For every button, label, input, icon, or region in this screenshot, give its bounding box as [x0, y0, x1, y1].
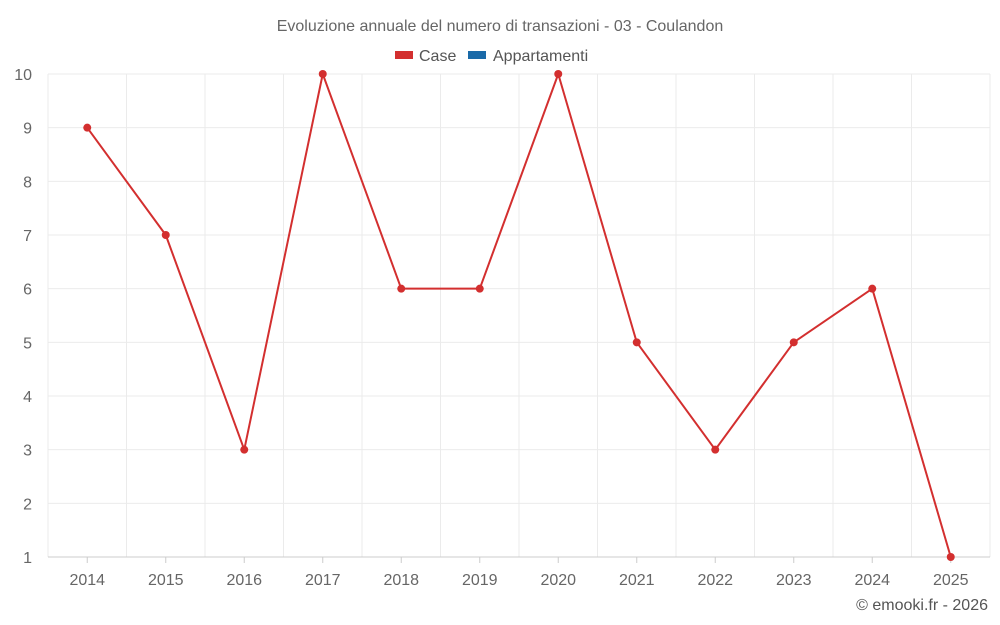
data-point-case[interactable]: [789, 338, 798, 347]
x-tick-label: 2015: [148, 572, 184, 589]
series-line-case: [86, 73, 952, 558]
legend: Case Appartamenti: [395, 48, 588, 65]
x-tick-label: 2020: [540, 572, 576, 589]
x-tick-label: 2024: [854, 572, 890, 589]
credit-text: © emooki.fr - 2026: [856, 597, 988, 614]
y-tick-label: 5: [23, 335, 32, 352]
data-point-case[interactable]: [946, 553, 955, 561]
grid: [47, 73, 991, 558]
legend-label-case: Case: [419, 48, 456, 65]
legend-swatch-appartamenti: [468, 51, 486, 59]
x-tick-label: 2016: [226, 572, 262, 589]
y-tick-label: 8: [23, 174, 32, 191]
data-point-case[interactable]: [161, 231, 170, 239]
data-point-case[interactable]: [397, 284, 406, 293]
x-tick-label: 2019: [462, 572, 498, 589]
y-tick-label: 9: [23, 121, 32, 138]
x-tick-label: 2017: [305, 572, 341, 589]
y-tick-label: 3: [23, 443, 32, 460]
y-tick-label: 2: [23, 496, 32, 513]
data-point-case[interactable]: [240, 445, 249, 454]
x-tick-label: 2021: [619, 572, 655, 589]
series-group: [83, 70, 955, 561]
legend-label-appartamenti: Appartamenti: [493, 48, 588, 65]
y-tick-label: 1: [23, 550, 32, 567]
legend-swatch-case: [395, 51, 413, 59]
x-tick-label: 2018: [383, 572, 419, 589]
y-axis: 1 2 3 4 5 6 7 8 9 10: [14, 67, 32, 567]
legend-item-appartamenti[interactable]: Appartamenti: [468, 48, 588, 65]
x-axis: 2014 2015 2016 2017 2018 2019 2020 2021 2022 2023…: [48, 556, 990, 589]
y-tick-label: 6: [23, 282, 32, 299]
x-tick-label: 2022: [697, 572, 733, 589]
legend-item-case[interactable]: Case: [395, 48, 456, 65]
x-tick-label: 2023: [776, 572, 812, 589]
data-point-case[interactable]: [83, 123, 92, 132]
chart-title: Evoluzione annuale del numero di transaz…: [277, 18, 724, 35]
data-point-case[interactable]: [868, 284, 877, 293]
data-point-case[interactable]: [554, 70, 563, 78]
data-point-case[interactable]: [711, 445, 720, 454]
data-point-case[interactable]: [632, 338, 641, 347]
y-tick-label: 7: [23, 228, 32, 245]
data-point-case[interactable]: [475, 284, 484, 293]
x-tick-label: 2014: [69, 572, 105, 589]
data-point-case[interactable]: [318, 70, 327, 78]
x-tick-label: 2025: [933, 572, 969, 589]
y-tick-label: 4: [23, 389, 32, 406]
y-tick-label: 10: [14, 67, 32, 84]
